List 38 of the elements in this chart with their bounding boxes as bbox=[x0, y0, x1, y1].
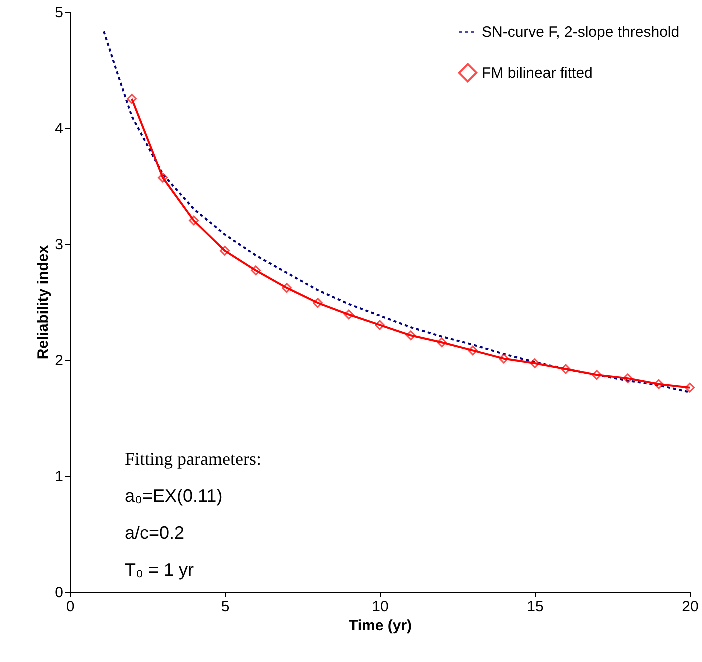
point bbox=[313, 298, 323, 308]
legend-label: SN-curve F, 2-slope threshold bbox=[482, 24, 680, 41]
annotation: Fitting parameters: bbox=[125, 449, 262, 469]
point bbox=[437, 338, 447, 348]
point bbox=[189, 216, 199, 226]
point bbox=[127, 94, 137, 104]
y-tick-label: 4 bbox=[55, 120, 64, 138]
annotation: a/c=0.2 bbox=[125, 523, 185, 543]
x-tick-label: 15 bbox=[527, 598, 544, 616]
x-tick-label: 20 bbox=[682, 598, 699, 616]
x-tick-label: 5 bbox=[221, 598, 230, 616]
point bbox=[654, 379, 664, 390]
x-tick-label: 10 bbox=[372, 598, 389, 616]
point bbox=[530, 358, 540, 368]
y-tick-label: 3 bbox=[55, 236, 64, 254]
point bbox=[561, 364, 571, 374]
y-tick-label: 5 bbox=[55, 4, 64, 22]
y-tick-label: 0 bbox=[55, 584, 64, 602]
y-tick-label: 1 bbox=[55, 468, 64, 486]
point bbox=[282, 283, 292, 294]
point bbox=[468, 346, 478, 356]
point bbox=[685, 382, 695, 393]
annotation: a₀=EX(0.11) bbox=[125, 486, 223, 506]
point bbox=[375, 320, 385, 330]
y-tick-label: 2 bbox=[55, 352, 64, 370]
point bbox=[251, 266, 261, 276]
point bbox=[406, 330, 416, 341]
point bbox=[592, 370, 602, 380]
point bbox=[344, 310, 354, 320]
point bbox=[158, 172, 168, 183]
point bbox=[499, 354, 509, 364]
point bbox=[623, 374, 633, 384]
x-tick-label: 0 bbox=[66, 598, 75, 616]
y-axis-title: Reliability index bbox=[35, 244, 52, 360]
annotation: T₀ = 1 yr bbox=[125, 560, 194, 580]
legend-label: FM bilinear fitted bbox=[482, 65, 593, 82]
point bbox=[220, 246, 230, 256]
x-axis-title: Time (yr) bbox=[348, 618, 412, 634]
